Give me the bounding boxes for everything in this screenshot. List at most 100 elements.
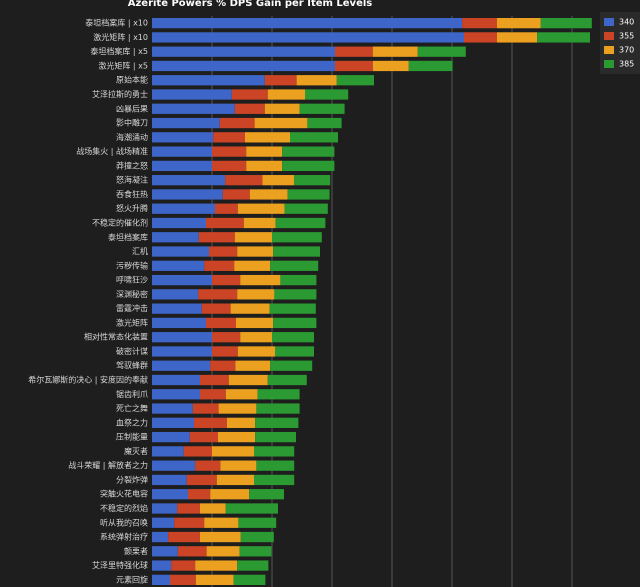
bar-segment (237, 346, 275, 357)
bar-segment (254, 446, 295, 457)
bar-segment (204, 260, 235, 271)
bar-segment (152, 374, 200, 386)
bar-segment (152, 431, 190, 443)
bar-segment (152, 75, 265, 86)
bar-segment (212, 160, 247, 172)
bar-segment (206, 317, 236, 329)
bar-segment (152, 360, 211, 371)
bar-segment (152, 274, 212, 286)
bar-segment (246, 160, 283, 172)
bar-segment (168, 531, 200, 543)
bar-segment (152, 546, 178, 557)
bar-segment (464, 32, 497, 43)
bar-segment (189, 431, 218, 443)
bar-segment (256, 460, 295, 471)
bar-segment (215, 203, 238, 214)
bar-segment (220, 460, 257, 471)
bar-segment (200, 374, 229, 386)
bar-segment (296, 75, 337, 86)
bar-segment (264, 103, 300, 114)
bar-segment (256, 403, 300, 414)
legend-label: 340 (619, 18, 634, 27)
bar-segment (152, 189, 223, 200)
y-tick-label: 泰坦档案库 | x5 (90, 46, 148, 56)
y-tick-label: 突触火花电容 (100, 489, 148, 499)
legend-swatch (604, 60, 614, 68)
bar-segment (257, 389, 300, 400)
bar-segment (264, 75, 297, 86)
y-tick-label: 系统弹射治疗 (100, 532, 148, 542)
bar-segment (230, 303, 270, 314)
bar-segment (152, 460, 196, 471)
bar-segment (254, 117, 308, 129)
y-tick-label: 艾泽拉斯的勇士 (92, 89, 148, 99)
bar-segment (198, 289, 238, 300)
legend-label: 355 (619, 32, 634, 41)
bar-segment (336, 75, 374, 86)
bar-segment (209, 246, 238, 257)
bar-segment (245, 132, 290, 143)
bar-segment (237, 246, 274, 257)
bar-segment (255, 431, 296, 443)
bar-segment (275, 217, 326, 229)
bar-segment (262, 175, 295, 186)
bar-segment (218, 403, 257, 414)
y-tick-label: 压制能量 (116, 432, 148, 442)
bar-segment (219, 117, 255, 129)
bar-segment (152, 46, 335, 57)
y-tick-label: 死亡之舞 (116, 403, 148, 413)
bar-segment (305, 89, 349, 100)
bar-segment (206, 546, 240, 557)
bar-segment (234, 232, 272, 243)
bar-segment (152, 60, 335, 72)
bar-segment (497, 32, 538, 43)
bar-segment (152, 17, 463, 29)
bar-segment (195, 574, 234, 586)
bar-segment (188, 489, 211, 500)
bar-segment (335, 46, 373, 57)
bar-segment (152, 446, 184, 457)
bar-segment (152, 303, 202, 314)
bar-segment (537, 32, 590, 43)
y-tick-label: 影中雕刀 (116, 118, 148, 128)
y-tick-label: 血祭之力 (116, 417, 148, 427)
bar-segment (152, 503, 178, 514)
bar-segment (225, 503, 278, 514)
bar-segment (152, 175, 226, 186)
y-tick-label: 原始本能 (116, 75, 148, 85)
y-tick-label: 激光矩阵 | x10 (93, 32, 148, 42)
bar-segment (267, 374, 307, 386)
bar-segment (212, 332, 241, 343)
bar-segment (210, 489, 250, 500)
bar-segment (236, 317, 274, 329)
y-tick-label: 吞食狂热 (116, 189, 148, 199)
y-tick-label: 相对性常态化装置 (84, 332, 148, 342)
bar-segment (222, 189, 250, 200)
bar-segment (282, 160, 335, 172)
y-tick-label: 颤栗者 (124, 546, 148, 556)
bar-segment (204, 517, 239, 528)
bar-segment (272, 232, 322, 243)
bar-segment (152, 246, 209, 257)
bar-segment (282, 146, 335, 157)
bar-segment (237, 289, 275, 300)
y-tick-label: 不稳定的烈焰 (100, 503, 148, 513)
bar-segment (152, 531, 169, 543)
bar-segment (249, 489, 284, 500)
y-tick-label: 海潮涌动 (116, 132, 148, 142)
bar-segment (294, 175, 331, 186)
bar-segment (269, 303, 316, 314)
bar-segment (270, 260, 319, 271)
bar-segment (272, 332, 314, 343)
bar-segment (238, 517, 277, 528)
y-tick-label: 艾泽里特强化球 (92, 560, 148, 570)
bar-segment (227, 417, 256, 428)
bar-segment (152, 232, 199, 243)
bar-segment (177, 503, 200, 514)
bar-segment (152, 132, 214, 143)
y-tick-label: 希尔瓦娜斯的决心 | 安度因的奉献 (28, 375, 148, 385)
bar-segment (195, 560, 238, 571)
bar-segment (152, 117, 220, 129)
bar-segment (213, 132, 245, 143)
y-tick-label: 泰坦档案库 | x10 (85, 18, 148, 28)
